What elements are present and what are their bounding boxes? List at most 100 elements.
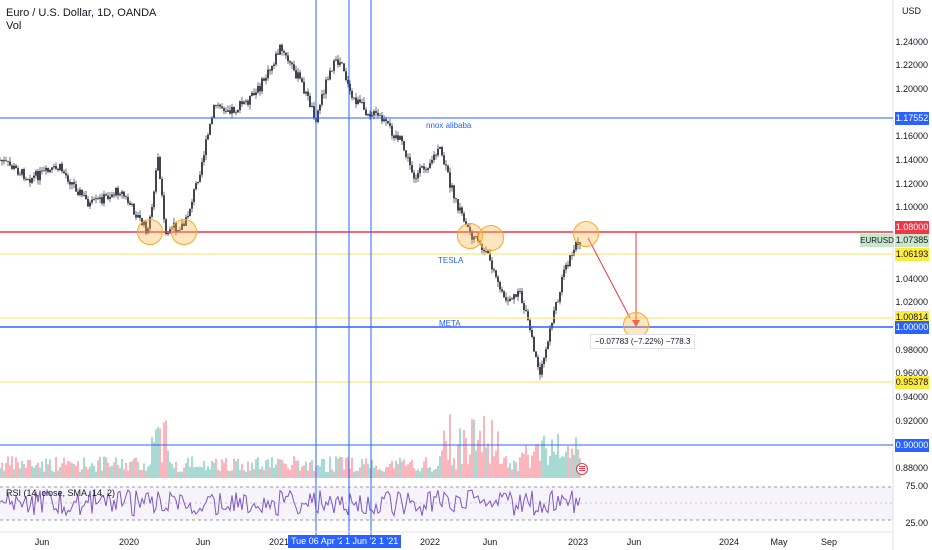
volume-bar bbox=[457, 444, 459, 478]
volume-bar bbox=[459, 428, 461, 478]
volume-bar bbox=[111, 465, 113, 478]
volume-bar bbox=[427, 467, 429, 478]
volume-bar bbox=[317, 465, 319, 478]
volume-bar bbox=[25, 467, 27, 478]
volume-bar bbox=[417, 469, 419, 478]
volume-bar bbox=[437, 465, 439, 478]
volume-bar bbox=[159, 428, 161, 478]
volume-bar bbox=[29, 460, 31, 478]
crosshair-date-3[interactable]: 1 '21 bbox=[376, 535, 402, 548]
candle-body bbox=[1, 159, 3, 162]
volume-bar bbox=[563, 456, 565, 478]
candle-body bbox=[31, 177, 33, 183]
symbol-tag[interactable]: EURUSD bbox=[860, 234, 894, 247]
volume-bar bbox=[297, 460, 299, 478]
candle-body bbox=[5, 160, 7, 162]
candle-body bbox=[211, 117, 213, 125]
volume-bar bbox=[441, 450, 443, 478]
volume-bar bbox=[325, 471, 327, 478]
volume-bar bbox=[329, 456, 331, 478]
volume-bar bbox=[391, 460, 393, 478]
highlight-circle[interactable] bbox=[573, 221, 599, 247]
volume-bar bbox=[351, 457, 353, 478]
price-tag-095378[interactable]: 0.95378 bbox=[895, 376, 929, 389]
candle-body bbox=[271, 65, 273, 71]
volume-bar bbox=[101, 470, 103, 478]
candle-body bbox=[55, 166, 57, 169]
candle-body bbox=[219, 104, 221, 107]
flag-icon[interactable] bbox=[576, 463, 588, 475]
volume-bar bbox=[393, 468, 395, 478]
price-tag-108000[interactable]: 1.08000 bbox=[895, 221, 929, 234]
volume-bar bbox=[47, 464, 49, 478]
candle-body bbox=[97, 198, 99, 200]
volume-bar bbox=[155, 429, 157, 478]
volume-bar bbox=[469, 454, 471, 478]
annotation-tesla[interactable]: TESLA bbox=[438, 256, 464, 265]
volume-bar bbox=[335, 456, 337, 478]
candle-body bbox=[553, 310, 555, 323]
volume-bar bbox=[193, 467, 195, 478]
time-label: 2020 bbox=[118, 537, 140, 547]
volume-bar bbox=[345, 457, 347, 478]
candle-body bbox=[37, 171, 39, 181]
volume-bar bbox=[137, 461, 139, 478]
volume-bar bbox=[419, 471, 421, 478]
candle-body bbox=[57, 168, 59, 171]
candle-body bbox=[405, 150, 407, 157]
volume-bar bbox=[435, 468, 437, 478]
volume-bar bbox=[209, 469, 211, 478]
candle-body bbox=[217, 104, 219, 106]
volume-bar bbox=[575, 437, 577, 478]
highlight-circle[interactable] bbox=[171, 219, 197, 245]
highlight-circle[interactable] bbox=[137, 219, 163, 245]
annotation-meta[interactable]: META bbox=[439, 319, 461, 328]
candle-body bbox=[431, 160, 433, 164]
price-tag-eurusd[interactable]: 1.07385 bbox=[895, 234, 929, 247]
candle-body bbox=[111, 194, 113, 198]
rsi-label[interactable]: RSI (14, close, SMA, 14, 2) bbox=[6, 488, 116, 498]
volume-bar bbox=[221, 459, 223, 478]
crosshair-date-2[interactable]: 1 Jun '21 bbox=[342, 535, 385, 548]
volume-bar bbox=[341, 457, 343, 478]
candle-body bbox=[103, 194, 105, 204]
candle-body bbox=[101, 197, 103, 204]
crosshair-date-1[interactable]: Tue 06 Apr '21 bbox=[288, 535, 352, 548]
price-tag-090000[interactable]: 0.90000 bbox=[895, 439, 929, 452]
candle-body bbox=[563, 269, 565, 278]
candle-body bbox=[29, 179, 31, 183]
candle-body bbox=[413, 172, 415, 179]
volume-bar bbox=[169, 461, 171, 478]
volume-bar bbox=[559, 458, 561, 478]
volume-bar bbox=[473, 419, 475, 478]
price-tag-106193[interactable]: 1.06193 bbox=[895, 248, 929, 261]
highlight-circle[interactable] bbox=[478, 225, 504, 251]
volume-bar bbox=[179, 471, 181, 478]
projection-line[interactable] bbox=[587, 237, 631, 319]
candle-body bbox=[547, 341, 549, 350]
volume-bar bbox=[449, 414, 451, 478]
volume-bar bbox=[21, 461, 23, 478]
candle-body bbox=[459, 207, 461, 211]
candle-body bbox=[65, 173, 67, 176]
price-tag-117552[interactable]: 1.17552 bbox=[895, 112, 929, 125]
rsi-lower-tick: 25.00 bbox=[905, 518, 928, 528]
candle-body bbox=[67, 175, 69, 182]
candle-body bbox=[505, 297, 507, 301]
price-tick: 1.14000 bbox=[895, 155, 928, 165]
candle-body bbox=[457, 198, 459, 211]
volume-bar bbox=[141, 470, 143, 478]
volume-bar bbox=[269, 467, 271, 478]
annotation-nnox[interactable]: nnox alibaba bbox=[426, 121, 472, 130]
volume-bar bbox=[85, 466, 87, 478]
volume-bar bbox=[113, 462, 115, 478]
price-tag-100000[interactable]: 1.00000 bbox=[895, 321, 929, 334]
candle-body bbox=[289, 61, 291, 63]
volume-bar bbox=[81, 469, 83, 478]
candle-body bbox=[119, 193, 121, 196]
price-tag-100814[interactable]: 1.00814 bbox=[895, 311, 929, 324]
candle-body bbox=[401, 136, 403, 142]
volume-bar bbox=[237, 458, 239, 478]
volume-bar bbox=[153, 442, 155, 478]
